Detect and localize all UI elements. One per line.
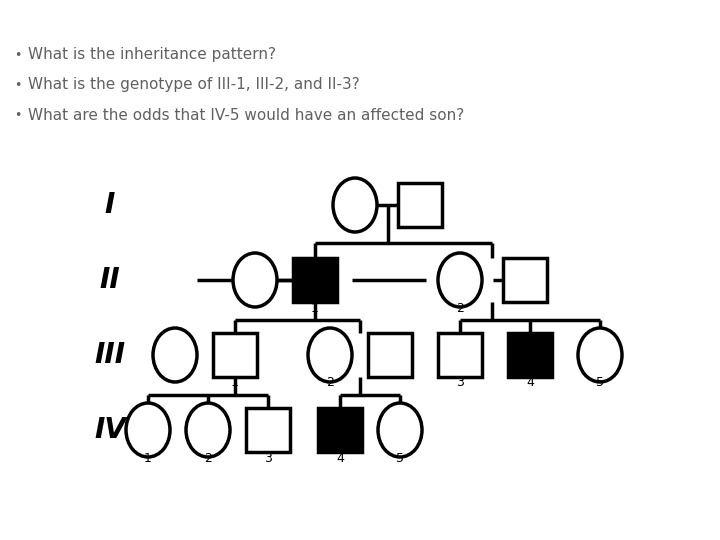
Text: •: • bbox=[14, 109, 22, 122]
Bar bbox=[293, 258, 337, 302]
Text: •: • bbox=[14, 78, 22, 91]
Text: 1: 1 bbox=[144, 451, 152, 464]
Text: 5: 5 bbox=[396, 451, 404, 464]
Text: 4: 4 bbox=[526, 376, 534, 389]
Text: What is the genotype of III-1, III-2, and II-3?: What is the genotype of III-1, III-2, an… bbox=[28, 78, 360, 92]
Ellipse shape bbox=[126, 403, 170, 457]
Bar bbox=[368, 333, 412, 377]
Text: II: II bbox=[99, 266, 120, 294]
Text: 3: 3 bbox=[456, 376, 464, 389]
Text: 2: 2 bbox=[326, 376, 334, 389]
Bar bbox=[398, 183, 442, 227]
Ellipse shape bbox=[438, 253, 482, 307]
Ellipse shape bbox=[578, 328, 622, 382]
Ellipse shape bbox=[186, 403, 230, 457]
Ellipse shape bbox=[333, 178, 377, 232]
Ellipse shape bbox=[378, 403, 422, 457]
Ellipse shape bbox=[308, 328, 352, 382]
Text: 5: 5 bbox=[596, 376, 604, 389]
Bar bbox=[213, 333, 257, 377]
Bar bbox=[246, 408, 290, 452]
Bar bbox=[438, 333, 482, 377]
Text: 3: 3 bbox=[264, 451, 272, 464]
Text: 2: 2 bbox=[204, 451, 212, 464]
Ellipse shape bbox=[233, 253, 277, 307]
Ellipse shape bbox=[153, 328, 197, 382]
Bar bbox=[508, 333, 552, 377]
Text: III: III bbox=[94, 341, 125, 369]
Text: 2: 2 bbox=[456, 301, 464, 314]
Text: What is the inheritance pattern?: What is the inheritance pattern? bbox=[28, 48, 276, 63]
Text: I: I bbox=[105, 191, 115, 219]
Bar bbox=[503, 258, 547, 302]
Text: 1: 1 bbox=[231, 376, 239, 389]
Text: •: • bbox=[14, 49, 22, 62]
Text: IV: IV bbox=[94, 416, 126, 444]
Text: 4: 4 bbox=[336, 451, 344, 464]
Text: 1: 1 bbox=[311, 301, 319, 314]
Bar bbox=[318, 408, 362, 452]
Text: What are the odds that IV-5 would have an affected son?: What are the odds that IV-5 would have a… bbox=[28, 107, 464, 123]
